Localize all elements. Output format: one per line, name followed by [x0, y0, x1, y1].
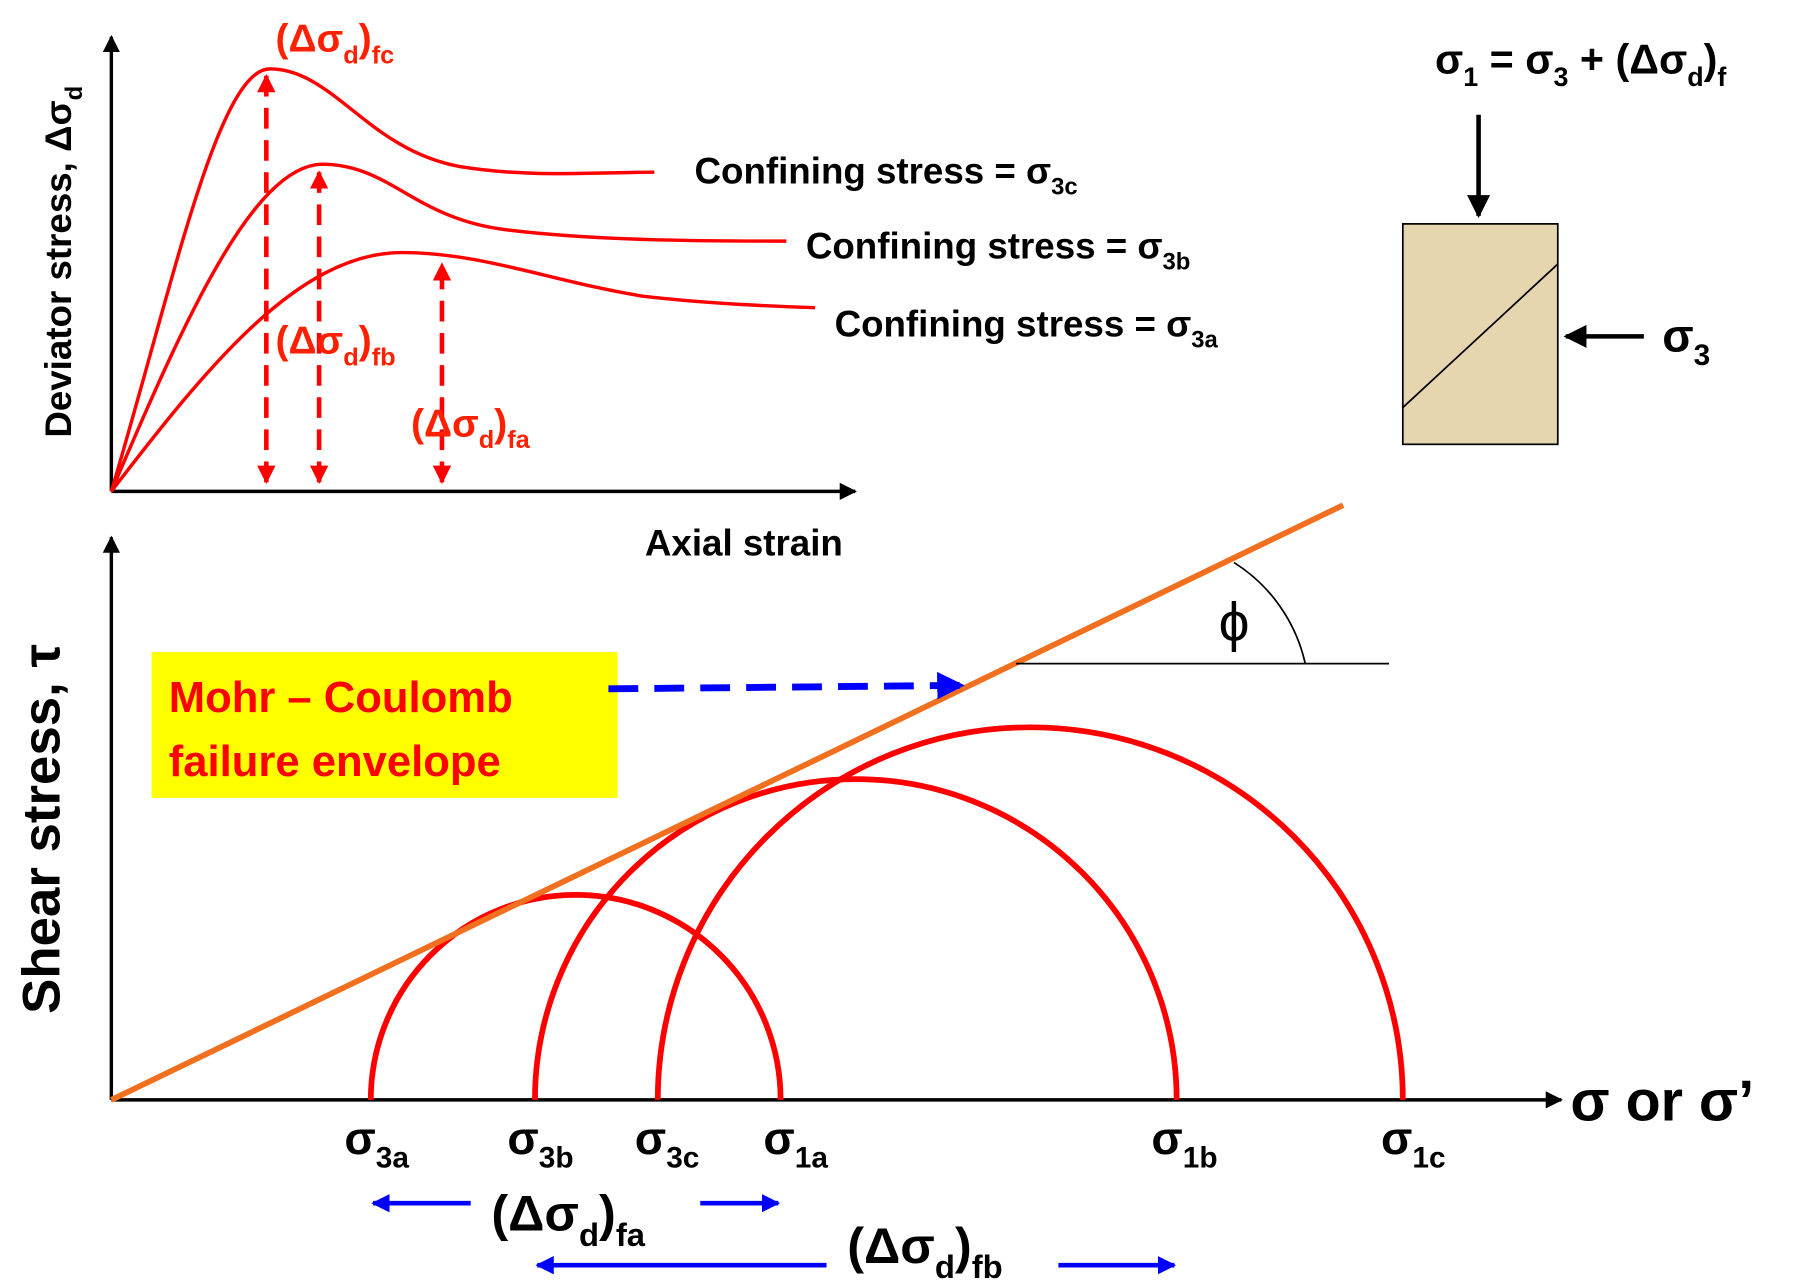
x-axis-label: σ or σ’ [1570, 1070, 1754, 1134]
text-part: σ [1151, 1112, 1182, 1164]
axial-stress-label: σ1 = σ3 + (Δσd)f [1435, 36, 1726, 91]
stress-label: σ3b [507, 1112, 573, 1175]
text-part: (Δσ [847, 1217, 935, 1274]
stress-label: σ3c [635, 1112, 700, 1175]
diagram: Deviator stress, ΔσdAxial strain(Δσd)fc(… [0, 0, 1800, 1287]
stress-label: σ1a [763, 1112, 828, 1175]
subscript: d [1687, 62, 1703, 92]
subscript: d [343, 343, 358, 371]
envelope-label: failure envelope [169, 738, 501, 786]
peak-label: (Δσd)fa [411, 402, 531, 454]
text-part: σ [1381, 1112, 1412, 1164]
specimen [1403, 224, 1558, 444]
peak-label: (Δσd)fc [276, 18, 395, 70]
peak-label: (Δσd)fb [276, 320, 396, 372]
stress-label: σ1b [1151, 1112, 1217, 1175]
text-part: (Δσ [491, 1185, 579, 1242]
text-part: Confining stress = σ [835, 303, 1192, 344]
x-axis-label: Axial strain [645, 523, 843, 564]
text-part: (Δσ [276, 18, 344, 61]
text-part: ) [1704, 36, 1718, 82]
subscript: 1b [1183, 1142, 1218, 1175]
arrow [608, 685, 962, 688]
subscript: d [579, 1216, 599, 1253]
curve-label: Confining stress = σ3a [835, 303, 1219, 353]
difference-label: (Δσd)fa [491, 1185, 645, 1253]
circle [371, 895, 781, 1100]
stress-label: σ1c [1381, 1112, 1446, 1175]
subscript: 3 [1694, 339, 1711, 372]
text-part: σ [344, 1112, 375, 1164]
subscript: d [479, 426, 494, 454]
text-part: = σ [1478, 36, 1553, 82]
text-part: σ [1662, 309, 1693, 361]
failure-envelope [111, 505, 1343, 1100]
text-part: ) [599, 1185, 616, 1242]
text-part: ) [359, 320, 372, 363]
subscript: 3c [666, 1142, 699, 1175]
subscript: 3a [1191, 326, 1218, 353]
subscript: f [1717, 62, 1726, 92]
text-part: σ [763, 1112, 794, 1164]
lateral-stress-label: σ3 [1662, 309, 1710, 372]
subscript: fb [372, 343, 396, 371]
text-part: Deviator stress, Δσ [38, 100, 79, 437]
text-part: Confining stress = σ [695, 151, 1052, 192]
angle-label: ϕ [1219, 591, 1250, 653]
text-part: (Δσ [411, 402, 479, 445]
subscript: 3c [1051, 174, 1078, 201]
y-axis-label: Shear stress, τ [13, 644, 72, 1014]
subscript: 1a [795, 1142, 829, 1175]
difference-label: (Δσd)fb [847, 1217, 1003, 1285]
text-part: σ [1435, 36, 1463, 82]
subscript: 3b [539, 1142, 574, 1175]
subscript: 3 [1554, 62, 1569, 92]
stress-label: σ3a [344, 1112, 409, 1175]
curve-label: Confining stress = σ3b [806, 225, 1190, 275]
subscript: fa [507, 426, 530, 454]
subscript: fa [616, 1216, 646, 1253]
subscript: fb [972, 1248, 1003, 1285]
text-part: ) [494, 402, 507, 445]
text-part: σ [507, 1112, 538, 1164]
subscript: 3a [376, 1142, 410, 1175]
subscript: d [343, 41, 358, 69]
curve-label: Confining stress = σ3c [695, 151, 1078, 201]
subscript: 3b [1163, 248, 1191, 275]
text-part: Confining stress = σ [806, 225, 1163, 266]
curve [111, 253, 815, 492]
page: {"top_plot": { "y_axis_label": [{"text":… [0, 0, 1800, 1287]
circle [535, 779, 1177, 1100]
text-part: (Δσ [276, 320, 344, 363]
text-part: + (Δσ [1568, 36, 1687, 82]
subscript: d [61, 86, 88, 101]
subscript: fc [372, 41, 395, 69]
subscript: d [935, 1248, 955, 1285]
y-axis-label: Deviator stress, Δσd [38, 86, 88, 438]
subscript: 1 [1463, 62, 1478, 92]
text-part: σ [635, 1112, 666, 1164]
envelope-label: Mohr – Coulomb [169, 674, 513, 722]
subscript: 1c [1412, 1142, 1445, 1175]
text-part: ) [955, 1217, 972, 1274]
text-part: ) [359, 18, 372, 61]
